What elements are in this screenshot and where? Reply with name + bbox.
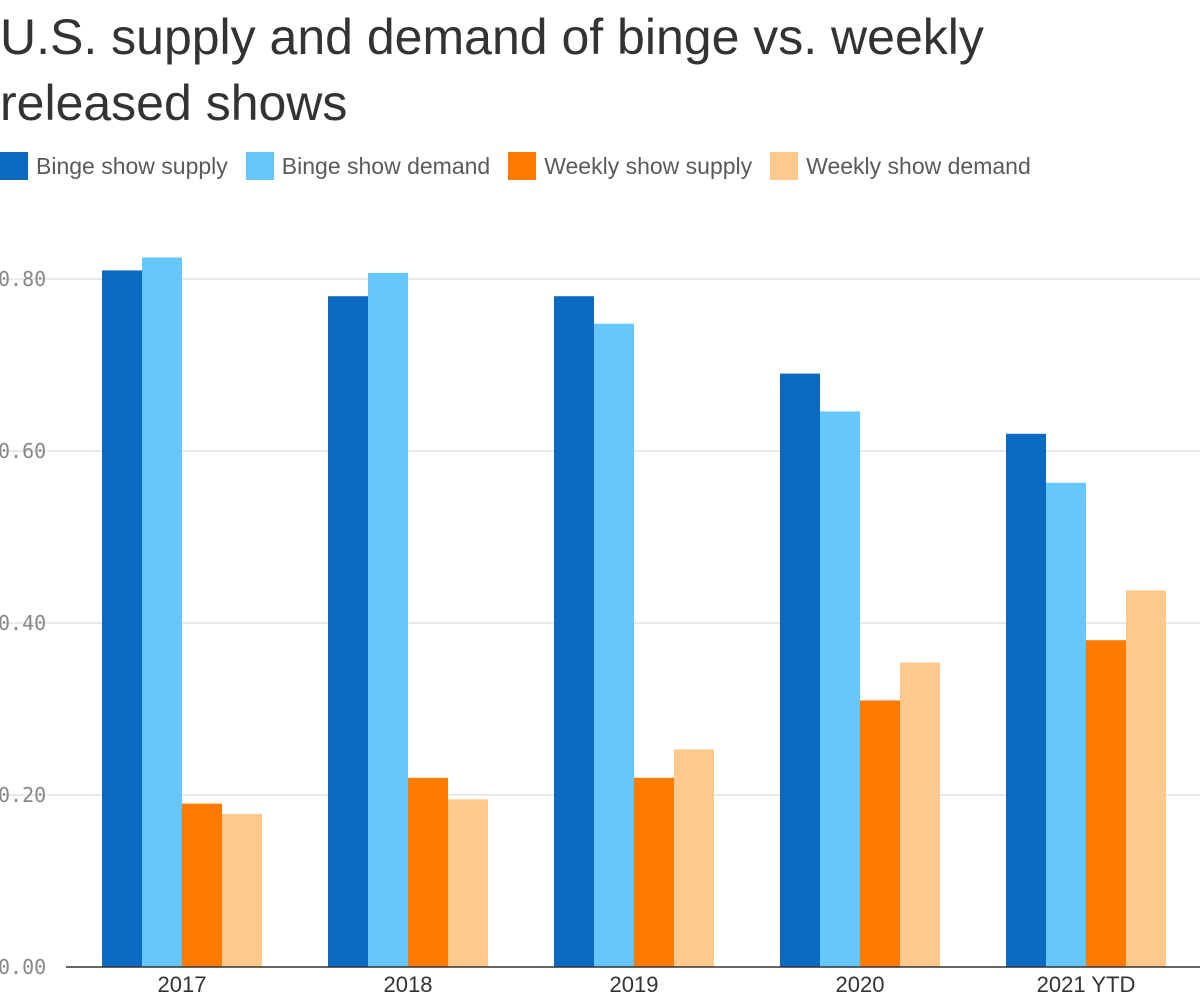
bar — [860, 700, 900, 967]
bar — [780, 373, 820, 968]
y-tick-label: 0.00 — [0, 955, 46, 979]
bar — [1126, 590, 1166, 967]
bar — [448, 799, 488, 967]
x-category-label: 2017 — [158, 972, 207, 996]
y-tick-label: 0.80 — [0, 267, 46, 291]
y-tick-label: 0.20 — [0, 783, 46, 807]
bar — [328, 296, 368, 967]
y-tick-label: 0.60 — [0, 439, 46, 463]
bar — [820, 411, 860, 967]
bar — [634, 777, 674, 967]
x-axis: 2017 2018 2019 2020 2021 YTD — [66, 966, 1200, 996]
bar — [674, 749, 714, 967]
x-category-label: 2020 — [836, 972, 885, 996]
legend-label-weekly-demand: Weekly show demand — [806, 152, 1031, 179]
bar — [368, 272, 408, 968]
legend-swatch-weekly-supply — [508, 152, 537, 180]
x-category-label: 2018 — [384, 972, 433, 996]
bar — [408, 777, 448, 967]
legend-item-binge-demand: Binge show demand — [245, 152, 491, 180]
legend-item-binge-supply: Binge show supply — [0, 152, 228, 180]
chart-title: U.S. supply and demand of binge vs. week… — [0, 9, 984, 131]
x-category-label: 2021 YTD — [1037, 972, 1136, 996]
bar — [182, 803, 222, 967]
bar — [1006, 433, 1046, 967]
legend-swatch-binge-supply — [0, 152, 28, 180]
legend-label-binge-demand: Binge show demand — [281, 152, 491, 179]
legend-item-weekly-demand: Weekly show demand — [770, 152, 1031, 180]
bar — [102, 270, 142, 967]
bar — [1046, 482, 1086, 967]
bar — [222, 813, 262, 967]
legend-label-binge-supply: Binge show supply — [36, 152, 228, 179]
legend-swatch-weekly-demand — [770, 152, 799, 180]
legend-swatch-binge-demand — [245, 152, 274, 180]
bar — [554, 296, 594, 967]
x-category-label: 2019 — [610, 972, 659, 996]
bars — [102, 257, 1166, 968]
bar — [1086, 640, 1126, 967]
y-tick-label: 0.40 — [0, 611, 46, 635]
legend-item-weekly-supply: Weekly show supply — [508, 152, 752, 180]
legend: Binge show supply Binge show demand Week… — [0, 148, 1049, 184]
legend-label-weekly-supply: Weekly show supply — [544, 152, 753, 179]
bar — [900, 662, 940, 967]
bar — [142, 257, 182, 967]
bar — [594, 323, 634, 968]
